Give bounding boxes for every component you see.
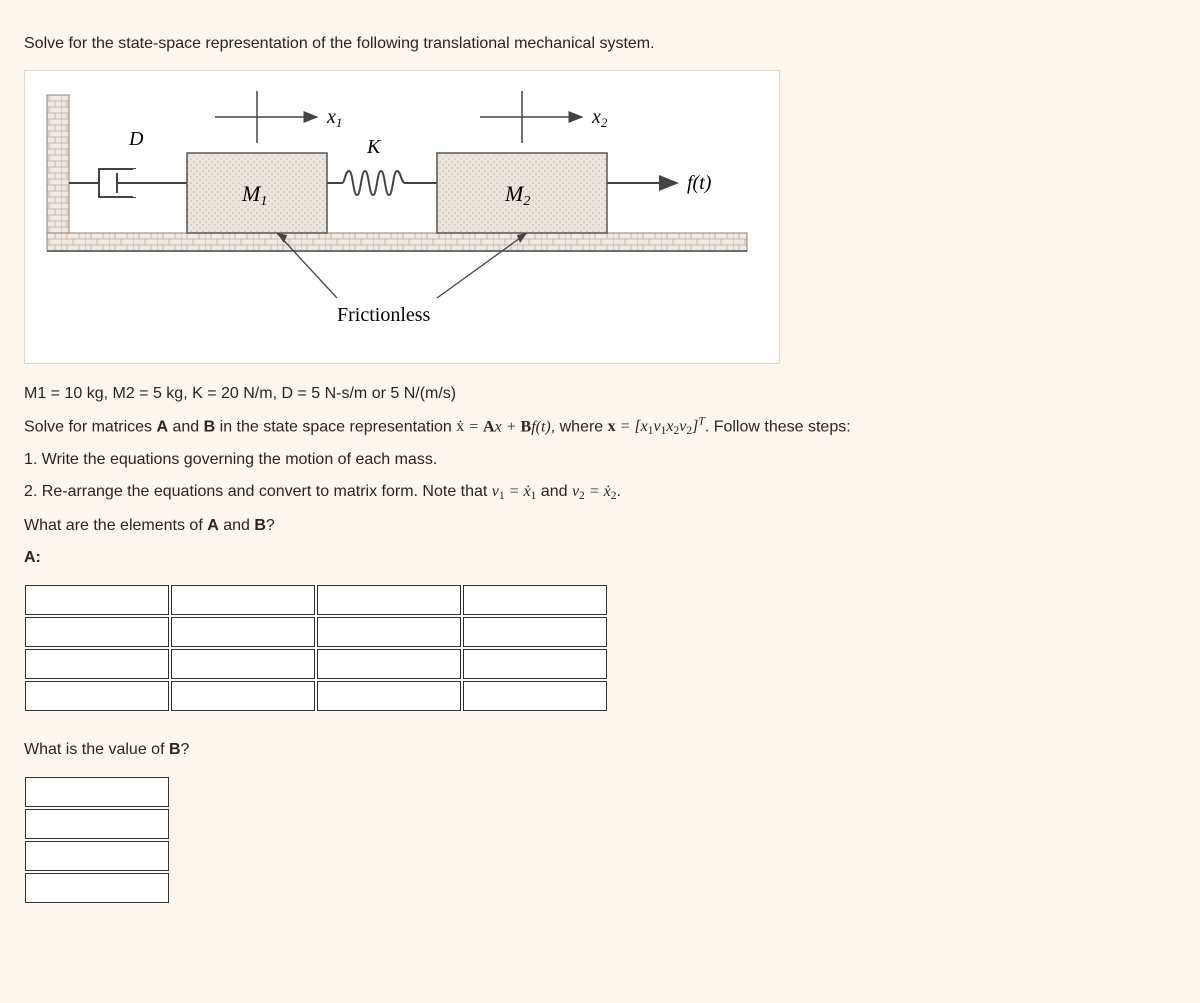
matrix-cell (463, 649, 607, 679)
problem-title: Solve for the state-space representation… (24, 32, 1176, 56)
label-A-heading: A: (24, 546, 1176, 570)
text: Solve for matrices (24, 418, 156, 435)
matrix-input[interactable] (464, 618, 606, 646)
matrix-cell (463, 617, 607, 647)
matrix-input[interactable] (318, 650, 460, 678)
text: in the state space representation (215, 418, 456, 435)
matrix-cell (317, 617, 461, 647)
matrix-input[interactable] (464, 682, 606, 710)
text: and (536, 483, 572, 500)
step-2: 2. Re-arrange the equations and convert … (24, 480, 1176, 505)
label-x2: x2 (591, 106, 608, 130)
matrix-input[interactable] (318, 586, 460, 614)
diagram-container: D M1 x1 K M2 x2 f(t) Frictionless (24, 70, 780, 364)
matrix-A (24, 584, 608, 712)
label-B-bold: B (204, 418, 216, 435)
matrix-cell (171, 585, 315, 615)
label-A-bold: A (156, 418, 168, 435)
solve-instruction: Solve for matrices A and B in the state … (24, 414, 1176, 440)
parameters-line: M1 = 10 kg, M2 = 5 kg, K = 20 N/m, D = 5… (24, 382, 1176, 406)
matrix-cell (25, 777, 169, 807)
matrix-input[interactable] (172, 618, 314, 646)
matrix-cell (25, 809, 169, 839)
matrix-input[interactable] (172, 586, 314, 614)
matrix-cell (171, 649, 315, 679)
matrix-cell (171, 681, 315, 711)
label-ft: f(t) (687, 172, 712, 194)
math-xvec: x = [x1v1x2v2]T (608, 418, 705, 435)
matrix-input[interactable] (26, 874, 168, 902)
label-D: D (128, 128, 144, 150)
text: . Follow these steps: (705, 418, 851, 435)
matrix-cell (463, 585, 607, 615)
matrix-input[interactable] (26, 650, 168, 678)
matrix-input[interactable] (26, 682, 168, 710)
matrix-cell (25, 681, 169, 711)
text: . (616, 483, 620, 500)
text: and (168, 418, 204, 435)
matrix-cell (25, 841, 169, 871)
matrix-cell (463, 681, 607, 711)
matrix-cell (25, 585, 169, 615)
text: , where (551, 418, 608, 435)
matrix-input[interactable] (318, 682, 460, 710)
matrix-input[interactable] (318, 618, 460, 646)
matrix-cell (317, 649, 461, 679)
matrix-input[interactable] (26, 810, 168, 838)
matrix-cell (25, 649, 169, 679)
label-K: K (366, 136, 382, 158)
step-1: 1. Write the equations governing the mot… (24, 448, 1176, 472)
question-B: What is the value of B? (24, 738, 1176, 762)
text: and (219, 517, 255, 534)
math-v2: v2 = ẋ2 (572, 483, 617, 500)
matrix-input[interactable] (172, 682, 314, 710)
matrix-cell (25, 873, 169, 903)
matrix-B (24, 776, 170, 904)
matrix-input[interactable] (464, 650, 606, 678)
matrix-input[interactable] (172, 650, 314, 678)
matrix-cell (25, 617, 169, 647)
math-v1: v1 = ẋ1 (492, 483, 537, 500)
question-elements: What are the elements of A and B? (24, 514, 1176, 538)
label-x1: x1 (326, 106, 342, 130)
matrix-cell (317, 585, 461, 615)
label-frictionless: Frictionless (337, 304, 431, 326)
matrix-cell (317, 681, 461, 711)
matrix-input[interactable] (26, 618, 168, 646)
label-B-bold3: B (169, 741, 181, 758)
matrix-input[interactable] (26, 586, 168, 614)
mechanical-system-diagram: D M1 x1 K M2 x2 f(t) Frictionless (37, 83, 757, 343)
text: ? (266, 517, 275, 534)
text: ? (181, 741, 190, 758)
text: What is the value of (24, 741, 169, 758)
label-A-bold2: A (207, 517, 219, 534)
matrix-input[interactable] (26, 778, 168, 806)
matrix-input[interactable] (26, 842, 168, 870)
math-xdot: ẋ = Ax + Bf(t) (456, 418, 550, 435)
matrix-cell (171, 617, 315, 647)
text: 2. Re-arrange the equations and convert … (24, 483, 492, 500)
matrix-input[interactable] (464, 586, 606, 614)
label-B-bold2: B (254, 517, 266, 534)
text: What are the elements of (24, 517, 207, 534)
